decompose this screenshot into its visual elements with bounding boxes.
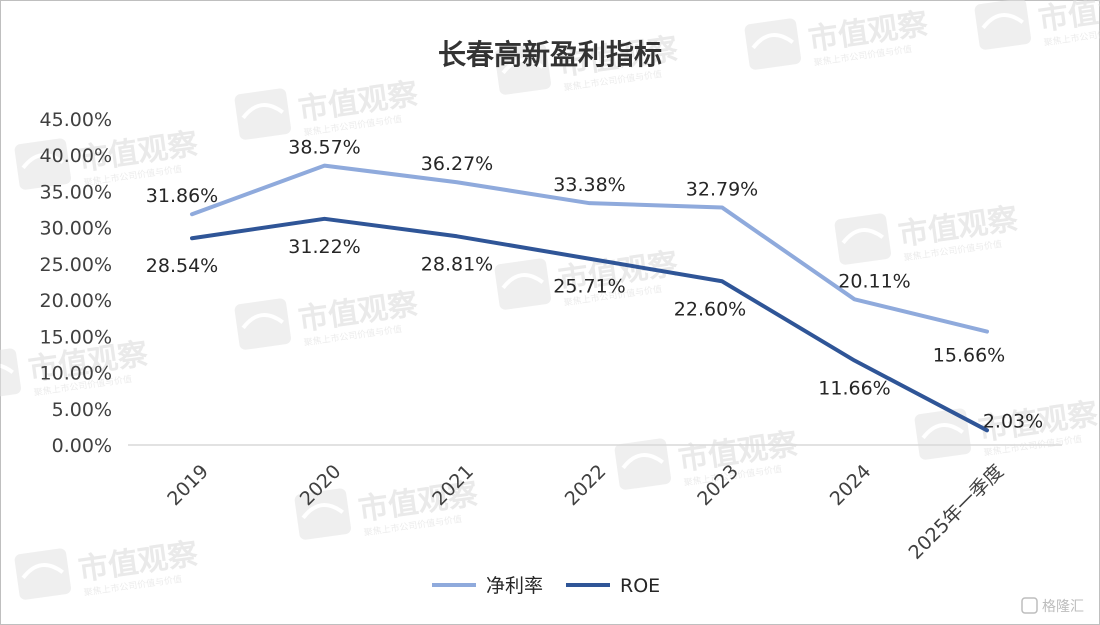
data-label-net-margin: 31.86% bbox=[146, 185, 218, 207]
y-tick-label: 25.00% bbox=[40, 254, 112, 276]
y-tick-label: 0.00% bbox=[52, 435, 112, 457]
data-label-net-margin: 20.11% bbox=[838, 270, 910, 292]
watermark-logo-icon bbox=[234, 88, 291, 140]
watermark-logo-icon bbox=[914, 408, 971, 460]
data-labels: 31.86% 38.57% 36.27% 33.38% 32.79% 20.11% 15.6… bbox=[146, 137, 1043, 433]
legend: 净利率 ROE bbox=[432, 575, 660, 597]
data-label-roe: 11.66% bbox=[818, 378, 890, 400]
watermark-logo-icon bbox=[494, 258, 551, 310]
data-label-net-margin: 38.57% bbox=[288, 137, 360, 159]
series-line-net-margin bbox=[190, 163, 989, 334]
x-tick-label: 2025年一季度 bbox=[904, 460, 1007, 563]
data-label-net-margin: 33.38% bbox=[553, 174, 625, 196]
data-label-net-margin: 32.79% bbox=[686, 178, 758, 200]
data-label-roe: 31.22% bbox=[288, 236, 360, 258]
corner-brand: 格隆汇 bbox=[1021, 597, 1084, 615]
watermark-logo-icon bbox=[834, 213, 891, 265]
x-tick-label: 2022 bbox=[561, 460, 611, 510]
brand-logo-icon bbox=[1021, 597, 1038, 614]
data-label-roe: 28.81% bbox=[421, 253, 493, 275]
series-line-roe bbox=[190, 216, 989, 433]
watermark-logo-icon bbox=[744, 18, 801, 70]
y-tick-label: 40.00% bbox=[40, 145, 112, 167]
x-axis: 2019 2020 2021 2022 2023 2024 2025年一季度 bbox=[163, 460, 1008, 563]
legend-label: 净利率 bbox=[486, 575, 543, 597]
y-tick-label: 10.00% bbox=[40, 363, 112, 385]
y-axis: 0.00% 5.00% 10.00% 15.00% 20.00% 25.00% 30.00%… bbox=[40, 109, 112, 457]
legend-label: ROE bbox=[620, 575, 660, 597]
watermark-logo-icon bbox=[294, 488, 351, 540]
series-lines bbox=[190, 163, 989, 433]
data-label-net-margin: 15.66% bbox=[933, 345, 1005, 367]
watermark-logo-icon bbox=[494, 43, 551, 95]
y-tick-label: 45.00% bbox=[40, 109, 112, 131]
data-label-net-margin: 36.27% bbox=[421, 153, 493, 175]
y-tick-label: 20.00% bbox=[40, 290, 112, 312]
x-tick-label: 2024 bbox=[826, 460, 876, 510]
y-tick-label: 15.00% bbox=[40, 326, 112, 348]
watermark-layer: 市值观察聚焦上市公司价值与价值市值观察聚焦上市公司价值与价值市值观察聚焦上市公司… bbox=[0, 0, 1100, 600]
y-tick-label: 35.00% bbox=[40, 181, 112, 203]
x-tick-label: 2019 bbox=[163, 460, 213, 510]
watermark-logo-icon bbox=[974, 0, 1031, 50]
data-label-roe: 28.54% bbox=[146, 255, 218, 277]
brand-text: 格隆汇 bbox=[1042, 599, 1084, 615]
watermark-logo-icon bbox=[614, 438, 671, 490]
watermark-logo-icon bbox=[234, 298, 291, 350]
data-label-roe: 2.03% bbox=[983, 410, 1043, 432]
data-label-roe: 22.60% bbox=[674, 298, 746, 320]
data-label-roe: 25.71% bbox=[553, 276, 625, 298]
chart-title: 长春高新盈利指标 bbox=[438, 38, 662, 71]
watermark-logo-icon bbox=[14, 138, 71, 190]
watermark-logo-icon bbox=[0, 348, 21, 400]
y-tick-label: 30.00% bbox=[40, 218, 112, 240]
y-tick-label: 5.00% bbox=[52, 399, 112, 421]
watermark-logo-icon bbox=[14, 548, 71, 600]
